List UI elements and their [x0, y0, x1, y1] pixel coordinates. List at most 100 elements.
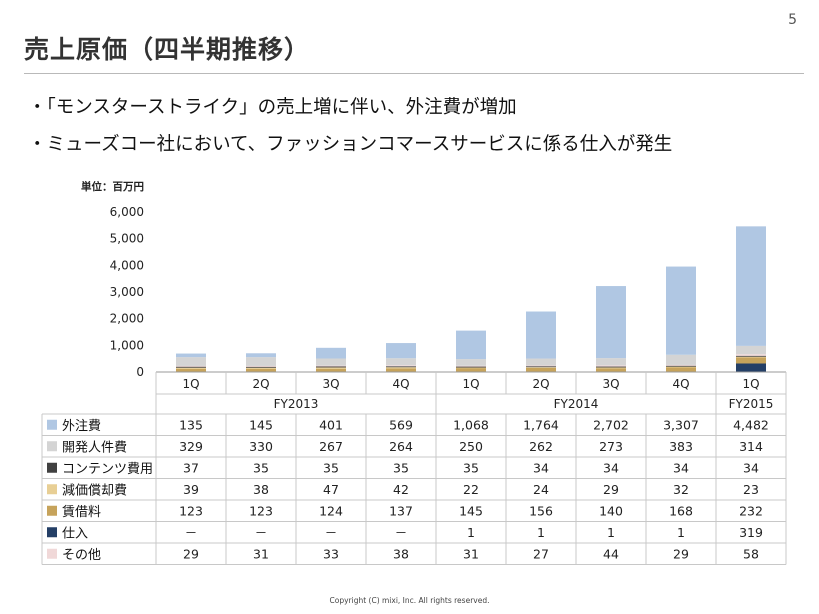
y-tick-label: 5,000 — [110, 232, 144, 246]
bar-segment — [596, 365, 626, 367]
data-label: 35 — [253, 460, 269, 475]
data-label: 34 — [673, 460, 689, 475]
bar-segment — [456, 368, 486, 372]
fiscal-year-label: FY2014 — [554, 397, 599, 411]
bar-segment — [666, 366, 696, 368]
bullet-list: 「モンスターストライク」の売上増に伴い、外注費が増加 ミューズコー社において、フ… — [28, 98, 673, 172]
data-label: 34 — [533, 460, 549, 475]
bar-segment — [596, 358, 626, 366]
bar-segment — [316, 368, 346, 372]
legend-swatch — [47, 441, 57, 452]
cost-of-sales-chart: 0 1,000 2,000 3,000 4,000 5,000 6,000 1Q 2Q 3Q 4Q 1… — [41, 205, 787, 565]
bar-segment — [596, 367, 626, 369]
data-label: 34 — [603, 460, 619, 475]
legend-label: その他 — [62, 548, 101, 563]
data-label: 123 — [249, 503, 273, 518]
data-label: 23 — [743, 482, 759, 497]
data-label: 38 — [253, 482, 269, 497]
data-label: 1,068 — [453, 417, 489, 432]
data-label: 39 — [183, 482, 199, 497]
y-tick-label: 3,000 — [110, 285, 144, 299]
data-label: 383 — [669, 439, 693, 454]
legend-label: 賃借料 — [62, 505, 101, 520]
bar-segment — [456, 366, 486, 368]
legend-swatch — [47, 548, 57, 559]
data-label: 569 — [389, 417, 413, 432]
x-tick-label: 3Q — [322, 377, 339, 391]
data-label: 58 — [743, 546, 759, 561]
data-label: 29 — [603, 482, 619, 497]
x-tick-label: 4Q — [672, 377, 689, 391]
bar-segment — [246, 357, 276, 366]
data-label: － — [185, 525, 198, 540]
x-tick-label: 1Q — [742, 377, 759, 391]
bar-segment — [526, 366, 556, 368]
data-label: 29 — [183, 546, 199, 561]
data-label: 145 — [459, 503, 483, 518]
data-label: 124 — [319, 503, 343, 518]
bar-segment — [176, 357, 206, 366]
data-label: 401 — [319, 417, 343, 432]
y-tick-label: 4,000 — [110, 258, 144, 272]
legend-swatch — [47, 462, 57, 473]
bar-segment — [316, 367, 346, 369]
data-label: 24 — [533, 482, 549, 497]
bar-segment — [316, 358, 346, 366]
bar-segment — [526, 365, 556, 367]
bar-segment — [386, 367, 416, 369]
data-label: 267 — [319, 439, 343, 454]
bar-segment — [666, 364, 696, 366]
data-label: 1 — [677, 525, 685, 540]
bar-segment — [456, 367, 486, 369]
legend-swatch — [47, 484, 57, 495]
bar-segment — [176, 365, 206, 367]
data-label: 168 — [669, 503, 693, 518]
bar-segment — [456, 330, 486, 360]
bar-segment — [526, 367, 556, 372]
data-label: 137 — [389, 503, 413, 518]
data-label: 38 — [393, 546, 409, 561]
bar-segment — [526, 367, 556, 368]
x-tick-label: 2Q — [252, 377, 269, 391]
bar-segment — [386, 343, 416, 359]
data-label: 140 — [599, 503, 623, 518]
y-tick-label: 2,000 — [110, 312, 144, 326]
data-label: 33 — [323, 546, 339, 561]
bar-segment — [736, 363, 766, 372]
bar-segment — [666, 367, 696, 372]
unit-label: 単位：百万円 — [81, 181, 144, 193]
bar-segment — [666, 354, 696, 365]
x-tick-label: 4Q — [392, 377, 409, 391]
data-label: 42 — [393, 482, 409, 497]
legend-label: コンテンツ費用 — [62, 462, 153, 477]
data-label: 1,764 — [523, 417, 559, 432]
data-label: 35 — [393, 460, 409, 475]
data-label: 31 — [253, 546, 269, 561]
x-tick-label: 2Q — [532, 377, 549, 391]
bar-segment — [246, 368, 276, 372]
bar-segment — [666, 266, 696, 355]
bar-segment — [176, 353, 206, 358]
data-label: － — [255, 525, 268, 540]
copyright-footer: Copyright (C) mixi, Inc. All rights rese… — [329, 596, 490, 605]
legend-label: 仕入 — [62, 526, 88, 541]
data-label: 32 — [673, 482, 689, 497]
data-label: 250 — [459, 439, 483, 454]
legend-label: 外注費 — [62, 419, 101, 434]
data-label: 314 — [739, 439, 763, 454]
legend-label: 開発人件費 — [62, 440, 127, 455]
bar-segment — [386, 358, 416, 366]
data-label: 329 — [179, 439, 203, 454]
bullet-item: ミューズコー社において、ファッションコマースサービスに係る仕入が発生 — [28, 135, 673, 154]
legend-swatch — [47, 419, 57, 430]
bar-segment — [596, 368, 626, 372]
data-label: － — [395, 525, 408, 540]
title-divider — [24, 73, 804, 74]
data-label: 319 — [739, 525, 763, 540]
bar-segment — [456, 365, 486, 367]
data-label: 330 — [249, 439, 273, 454]
data-label: 35 — [463, 460, 479, 475]
bar-segment — [736, 357, 766, 364]
data-label: 135 — [179, 417, 203, 432]
data-label: 262 — [529, 439, 553, 454]
